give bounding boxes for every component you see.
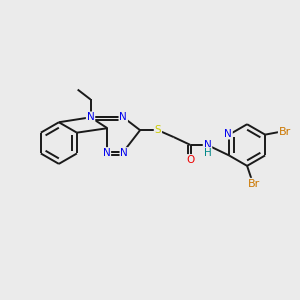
Text: N: N bbox=[87, 112, 94, 122]
Text: N: N bbox=[120, 148, 128, 158]
Text: N: N bbox=[224, 129, 232, 139]
Text: N: N bbox=[204, 140, 211, 150]
Text: O: O bbox=[187, 155, 195, 165]
Text: N: N bbox=[119, 112, 127, 122]
Text: N: N bbox=[103, 148, 110, 158]
Text: Br: Br bbox=[248, 179, 260, 189]
Text: S: S bbox=[154, 125, 161, 135]
Text: Br: Br bbox=[279, 127, 291, 137]
Text: H: H bbox=[204, 148, 211, 158]
